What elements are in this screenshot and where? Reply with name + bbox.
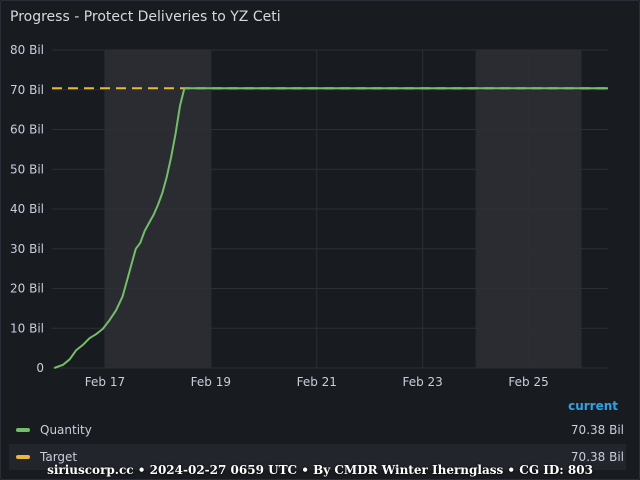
series-line-quantity — [53, 87, 608, 369]
legend-current-header[interactable]: current — [568, 399, 618, 413]
x-tick-label-2: Feb 21 — [297, 375, 337, 389]
y-tick-label-0: 0 — [36, 361, 44, 375]
legend-name-target: Target — [40, 450, 78, 464]
legend-value-target: 70.38 Bil — [570, 450, 624, 464]
x-tick-label-3: Feb 23 — [402, 375, 442, 389]
footer-credit: siriuscorp.cc • 2024-02-27 0659 UTC • By… — [47, 463, 593, 477]
legend-swatch-target — [16, 455, 30, 459]
x-tick-label-0: Feb 17 — [85, 375, 125, 389]
legend-name-quantity: Quantity — [40, 423, 92, 437]
y-tick-label-7: 70 Bil — [10, 83, 44, 97]
y-tick-label-4: 40 Bil — [10, 202, 44, 216]
legend-row-quantity[interactable]: Quantity 70.38 Bil — [9, 417, 626, 443]
panel-title[interactable]: Progress - Protect Deliveries to YZ Ceti — [10, 9, 281, 25]
legend-row-target[interactable]: Target 70.38 Bil — [9, 444, 626, 470]
y-tick-label-8: 80 Bil — [10, 43, 44, 57]
legend-swatch-quantity — [16, 428, 30, 432]
x-tick-label-4: Feb 25 — [508, 375, 548, 389]
x-tick-label-1: Feb 19 — [191, 375, 231, 389]
y-tick-label-1: 10 Bil — [10, 321, 44, 335]
y-tick-label-6: 60 Bil — [10, 123, 44, 137]
y-tick-label-3: 30 Bil — [10, 242, 44, 256]
y-tick-label-2: 20 Bil — [10, 282, 44, 296]
legend-value-quantity: 70.38 Bil — [570, 423, 624, 437]
y-tick-label-5: 50 Bil — [10, 162, 44, 176]
